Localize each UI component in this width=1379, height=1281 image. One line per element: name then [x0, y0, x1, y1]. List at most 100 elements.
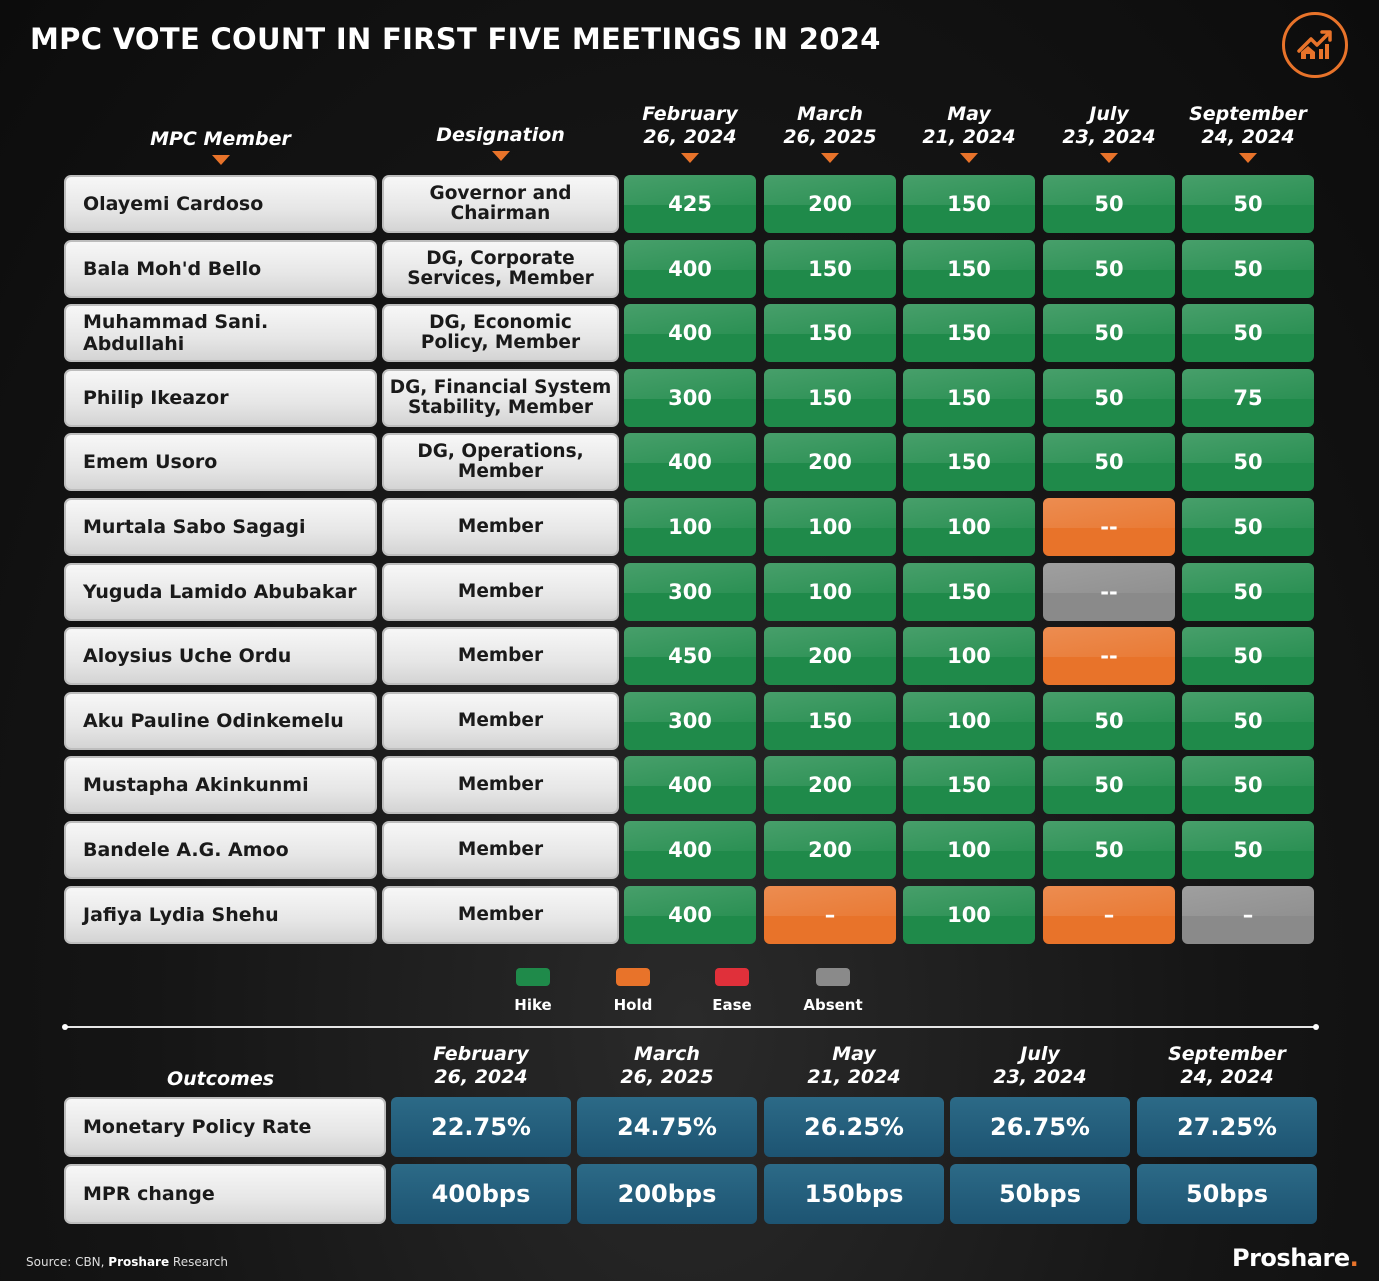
vote-value: – [1103, 903, 1115, 927]
vote-value: 50 [1094, 192, 1124, 216]
vote-cell-absent: – [1182, 886, 1314, 944]
member-designation: DG, Operations, Member [382, 433, 619, 491]
legend-swatch [816, 968, 850, 986]
outcome-value: 26.25% [764, 1097, 944, 1157]
vote-value: 200 [808, 644, 852, 668]
vote-value: 200 [808, 192, 852, 216]
vote-value: 150 [947, 773, 991, 797]
vote-cell-hike: 50 [1182, 240, 1314, 298]
vote-cell-hike: 200 [764, 756, 896, 814]
vote-value: 50 [1233, 773, 1263, 797]
vote-value: 75 [1233, 386, 1263, 410]
designation-text: Member [458, 905, 543, 925]
vote-cell-hike: 200 [764, 433, 896, 491]
vote-value: 150 [947, 321, 991, 345]
vote-value: 150 [947, 386, 991, 410]
designation-line: Member [457, 461, 544, 482]
vote-cell-hike: 50 [1182, 563, 1314, 621]
vote-value: 300 [668, 580, 712, 604]
designation-line: DG, Economic [429, 312, 572, 333]
header-line: September [1189, 103, 1307, 125]
member-designation: Member [382, 821, 619, 879]
outcome-value: 22.75% [391, 1097, 571, 1157]
chevron-down-icon [1100, 153, 1118, 163]
header-line: March [797, 103, 863, 125]
designation-line: Member [457, 516, 544, 537]
header-meeting-date: February 26, 2024 [614, 103, 766, 163]
vote-cell-hike: 425 [624, 175, 756, 233]
legend-item-hold: Hold [593, 968, 673, 1014]
legend-item-absent: Absent [793, 968, 873, 1014]
vote-cell-hike: 100 [764, 563, 896, 621]
outcome-label: MPR change [64, 1164, 386, 1224]
header-line: 26, 2024 [643, 126, 737, 148]
header-meeting-date: July 23, 2024 [1033, 103, 1185, 163]
vote-value: 425 [668, 192, 712, 216]
designation-line: Member [457, 645, 544, 666]
designation-text: Member [458, 711, 543, 731]
vote-cell-hike: 400 [624, 433, 756, 491]
vote-value: 150 [808, 709, 852, 733]
vote-value: 150 [947, 257, 991, 281]
designation-line: Member [457, 839, 544, 860]
vote-cell-hike: 300 [624, 692, 756, 750]
vote-value: -- [1100, 515, 1118, 539]
vote-cell-hike: 150 [903, 433, 1035, 491]
header-mpc-member: MPC Member [64, 128, 377, 165]
header-line: July [1020, 1043, 1060, 1065]
outcome-meeting-date: July 23, 2024 [950, 1043, 1130, 1089]
member-name: Philip Ikeazor [64, 369, 377, 427]
vote-cell-hike: 400 [624, 821, 756, 879]
member-designation: DG, Corporate Services, Member [382, 240, 619, 298]
vote-cell-hike: 100 [764, 498, 896, 556]
vote-value: 200 [808, 450, 852, 474]
vote-cell-absent: -- [1043, 563, 1175, 621]
member-name: Bandele A.G. Amoo [64, 821, 377, 879]
vote-cell-hike: 50 [1182, 756, 1314, 814]
member-designation: Member [382, 498, 619, 556]
vote-cell-hike: 150 [764, 240, 896, 298]
header-line: February [642, 103, 738, 125]
vote-cell-hike: 150 [903, 304, 1035, 362]
vote-value: 50 [1094, 838, 1124, 862]
vote-cell-hike: 200 [764, 821, 896, 879]
outcome-meeting-date: March 26, 2025 [577, 1043, 757, 1089]
outcome-value: 27.25% [1137, 1097, 1317, 1157]
designation-text: DG, Economic Policy, Member [421, 313, 580, 353]
vote-cell-hike: 150 [903, 369, 1035, 427]
designation-line: Governor and [429, 183, 572, 204]
designation-text: DG, Operations, Member [417, 442, 583, 482]
member-designation: Member [382, 886, 619, 944]
vote-value: 150 [808, 257, 852, 281]
vote-cell-hike: 50 [1043, 756, 1175, 814]
vote-value: 400 [668, 903, 712, 927]
vote-cell-hike: 50 [1043, 304, 1175, 362]
member-designation: Member [382, 692, 619, 750]
divider [62, 1024, 1319, 1030]
vote-cell-hold: -- [1043, 498, 1175, 556]
vote-cell-hike: 200 [764, 627, 896, 685]
header-meeting-date: September 24, 2024 [1172, 103, 1324, 163]
vote-cell-hike: 300 [624, 369, 756, 427]
chevron-down-icon [821, 153, 839, 163]
vote-cell-hike: 50 [1182, 175, 1314, 233]
designation-text: Member [458, 775, 543, 795]
member-name: Yuguda Lamido Abubakar [64, 563, 377, 621]
designation-line: Stability, Member [407, 397, 593, 418]
designation-text: DG, Corporate Services, Member [407, 249, 594, 289]
vote-value: 100 [947, 903, 991, 927]
vote-value: 100 [808, 580, 852, 604]
vote-value: 100 [668, 515, 712, 539]
chevron-down-icon [960, 153, 978, 163]
vote-cell-hike: 100 [903, 627, 1035, 685]
vote-value: – [824, 903, 836, 927]
member-name: Aku Pauline Odinkemelu [64, 692, 377, 750]
header-line: 26, 2024 [434, 1066, 528, 1088]
vote-value: 50 [1233, 580, 1263, 604]
outcome-meeting-date: September 24, 2024 [1137, 1043, 1317, 1089]
header-line: September [1168, 1043, 1286, 1065]
designation-line: Member [457, 774, 544, 795]
vote-value: 300 [668, 709, 712, 733]
header-line: May [947, 103, 991, 125]
vote-value: -- [1100, 644, 1118, 668]
